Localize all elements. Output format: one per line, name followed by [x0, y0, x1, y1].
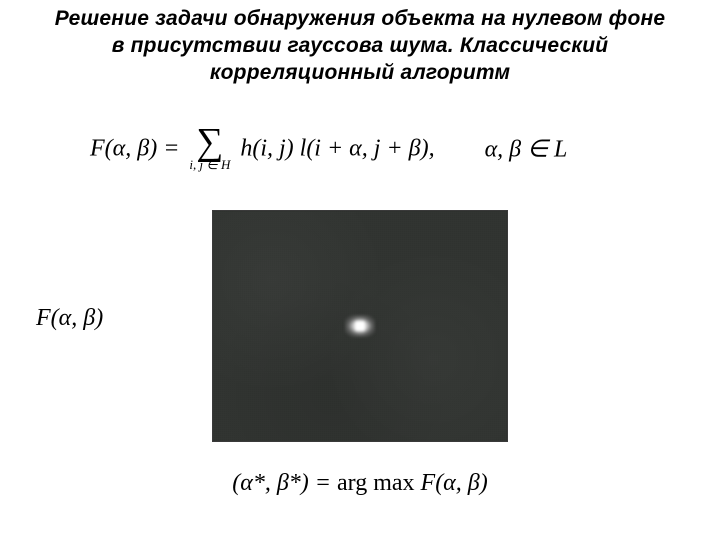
correlation-formula: F(α, β) = ∑ i, j ∈ H h(i, j) l(i + α, j … — [90, 125, 650, 173]
function-label: F(α, β) — [36, 305, 103, 332]
formula2-rhs: F(α, β) — [421, 470, 488, 496]
formula1-rhs-cond: α, β ∈ L — [485, 137, 568, 163]
formula2-lhs: (α*, β*) = — [232, 470, 337, 496]
argmax-formula: (α*, β*) = arg max F(α, β) — [0, 470, 720, 497]
formula2-argmax: arg max — [337, 470, 421, 496]
title-line-1: Решение задачи обнаружения объекта на ну… — [55, 7, 666, 30]
sigma-icon: ∑ — [189, 125, 230, 159]
noise-background — [212, 210, 508, 442]
formula1-lhs: F(α, β) = — [90, 136, 185, 162]
slide-title: Решение задачи обнаружения объекта на ну… — [20, 6, 700, 87]
summation-symbol: ∑ i, j ∈ H — [189, 125, 230, 173]
formula1-rhs-main: h(i, j) l(i + α, j + β), — [240, 136, 434, 162]
correlation-peak — [345, 315, 375, 337]
sigma-subscript: i, j ∈ H — [189, 157, 230, 173]
title-line-3: корреляционный алгоритм — [210, 61, 510, 84]
title-line-2: в присутствии гауссова шума. Классически… — [112, 34, 609, 57]
correlation-surface-image — [212, 210, 508, 442]
